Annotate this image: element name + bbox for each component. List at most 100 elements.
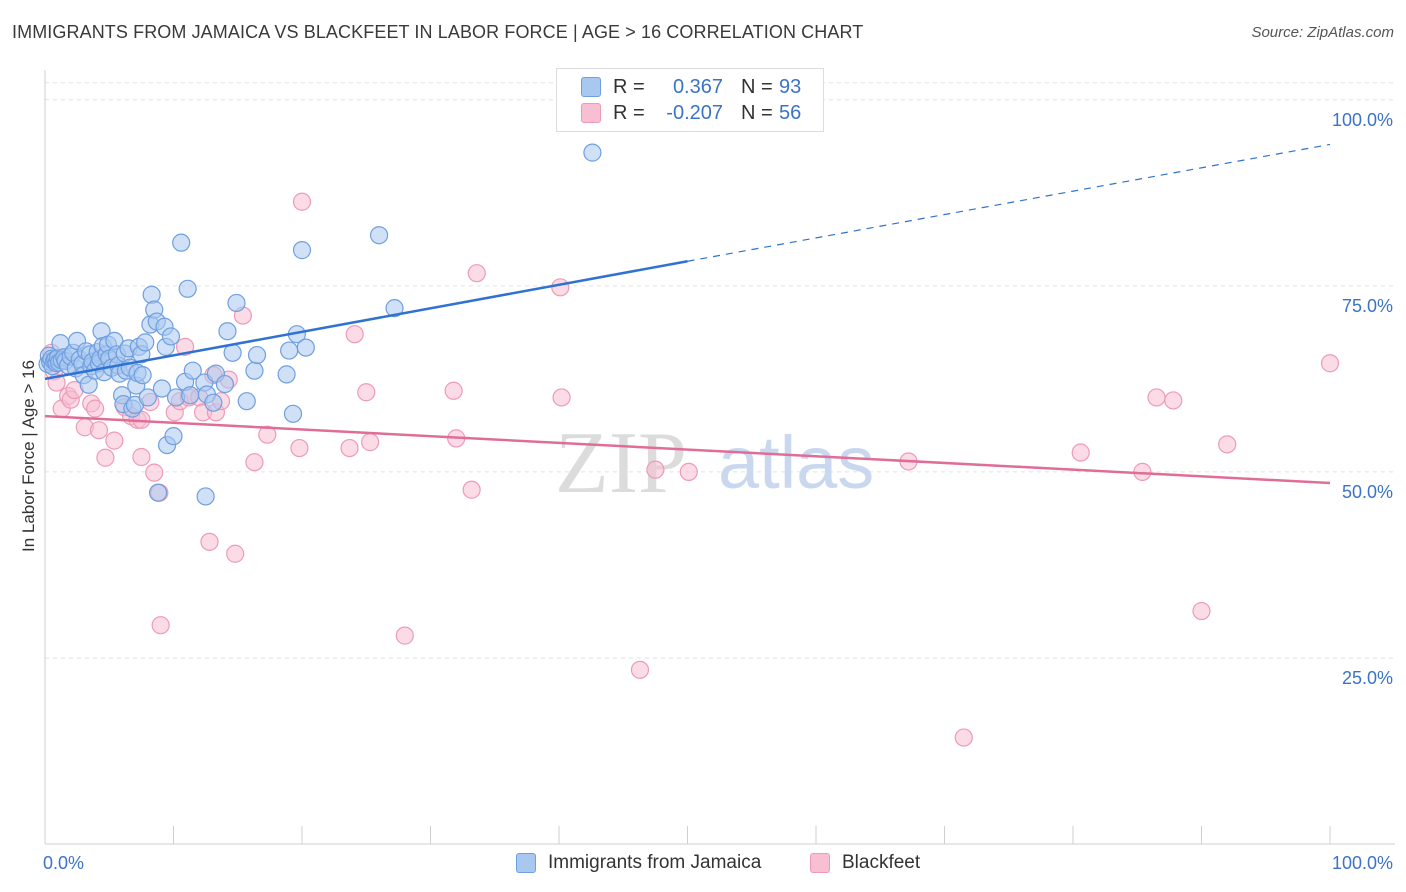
blackfeet-point	[551, 278, 570, 297]
jamaica-point	[218, 322, 237, 341]
blackfeet-point	[245, 453, 264, 472]
jamaica-point	[183, 361, 202, 380]
blackfeet-point	[200, 532, 219, 551]
blackfeet-point	[467, 264, 486, 283]
jamaica-trend-line	[44, 260, 688, 381]
blackfeet-point	[96, 448, 115, 467]
blackfeet-point	[1218, 435, 1237, 454]
blackfeet-trend-line	[44, 414, 1331, 485]
jamaica-point	[204, 393, 223, 412]
jamaica-point	[215, 374, 234, 394]
points-layer	[38, 143, 1340, 747]
blackfeet-point	[395, 626, 414, 645]
blackfeet-point	[1320, 354, 1340, 373]
blackfeet-point	[151, 616, 170, 635]
jamaica-point	[164, 427, 183, 446]
y-tick-label: 75.0%	[1342, 296, 1393, 316]
legend-label-jamaica: Immigrants from Jamaica	[548, 852, 762, 873]
series-legend: Immigrants from Jamaica Blackfeet	[0, 852, 1406, 878]
blackfeet-point	[258, 425, 277, 444]
jamaica-legend-swatch	[516, 853, 536, 873]
blackfeet-point	[1147, 388, 1166, 407]
blackfeet-point	[954, 728, 973, 747]
jamaica-point	[280, 341, 299, 360]
jamaica-point	[247, 345, 267, 365]
jamaica-point	[283, 404, 303, 423]
jamaica-point	[227, 293, 246, 313]
blackfeet-point	[345, 325, 364, 344]
r-value: 0.367	[672, 75, 723, 98]
y-tick-label: 50.0%	[1342, 482, 1393, 502]
stats-legend: R = 0.367 N = 93 R = -0.207 N = 56	[556, 68, 824, 132]
r-label: R =	[613, 75, 645, 98]
blackfeet-point	[630, 660, 650, 679]
blackfeet-point	[462, 480, 481, 499]
jamaica-point	[370, 226, 389, 245]
blackfeet-point	[361, 433, 380, 452]
jamaica-point	[178, 279, 197, 298]
legend-row-blackfeet: R = -0.207 N = 56	[581, 101, 801, 125]
blackfeet-point	[679, 462, 698, 481]
n-value: 93	[779, 75, 802, 98]
blackfeet-point	[444, 381, 463, 400]
n-label: N =	[741, 75, 773, 98]
legend-row-jamaica: R = 0.367 N = 93	[581, 75, 801, 99]
axis-layer: 25.0% 50.0% 75.0% 100.0% 0.0% 100.0%	[43, 70, 1395, 873]
trend-layer	[44, 143, 1331, 485]
blackfeet-point	[1164, 391, 1183, 410]
blackfeet-point	[86, 399, 105, 418]
blackfeet-point	[145, 463, 164, 482]
jamaica-point	[385, 299, 404, 318]
y-tick-label: 25.0%	[1342, 668, 1393, 688]
blackfeet-point	[290, 438, 309, 458]
blackfeet-point	[105, 431, 124, 450]
blackfeet-point	[1071, 443, 1090, 462]
source-label: Source: ZipAtlas.com	[1251, 24, 1394, 41]
x-tick-label: 100.0%	[1332, 853, 1393, 873]
blackfeet-legend-swatch	[810, 853, 830, 873]
jamaica-point	[296, 338, 315, 357]
r-value: -0.207	[666, 101, 723, 124]
blackfeet-point	[357, 383, 376, 402]
y-tick-label: 100.0%	[1332, 110, 1393, 130]
legend-label-blackfeet: Blackfeet	[842, 852, 921, 873]
blackfeet-swatch	[581, 103, 601, 123]
n-value: 56	[779, 101, 802, 124]
jamaica-point	[133, 366, 152, 385]
jamaica-point	[161, 327, 181, 346]
jamaica-point	[148, 483, 168, 502]
blackfeet-point	[132, 447, 151, 467]
blackfeet-point	[552, 388, 571, 407]
n-label: N =	[741, 101, 773, 124]
jamaica-trend-extension	[687, 143, 1331, 262]
y-axis-label: In Labor Force | Age > 16	[19, 360, 38, 552]
jamaica-point	[172, 233, 191, 252]
jamaica-swatch	[581, 77, 601, 97]
blackfeet-point	[175, 337, 195, 356]
jamaica-point	[292, 241, 312, 260]
jamaica-point	[583, 143, 602, 162]
r-label: R =	[613, 101, 645, 124]
jamaica-point	[142, 285, 161, 304]
blackfeet-point	[89, 421, 109, 440]
jamaica-point	[181, 386, 200, 405]
blackfeet-point	[646, 460, 665, 479]
jamaica-point	[152, 379, 172, 398]
watermark-atlas: atlas	[718, 421, 874, 504]
legend-item-jamaica[interactable]: Immigrants from Jamaica	[516, 852, 761, 874]
blackfeet-point	[340, 438, 359, 458]
watermark-zip: ZIP	[555, 415, 687, 512]
x-tick-label: 0.0%	[43, 853, 84, 873]
jamaica-point	[138, 388, 157, 407]
blackfeet-point	[226, 544, 245, 563]
jamaica-point	[277, 365, 296, 384]
jamaica-point	[196, 487, 215, 506]
jamaica-point	[136, 333, 155, 352]
blackfeet-point	[1192, 601, 1211, 621]
jamaica-point	[245, 361, 264, 380]
blackfeet-point	[292, 192, 312, 211]
jamaica-point	[237, 392, 256, 411]
chart-title: IMMIGRANTS FROM JAMAICA VS BLACKFEET IN …	[12, 22, 864, 42]
legend-item-blackfeet[interactable]: Blackfeet	[810, 852, 920, 874]
